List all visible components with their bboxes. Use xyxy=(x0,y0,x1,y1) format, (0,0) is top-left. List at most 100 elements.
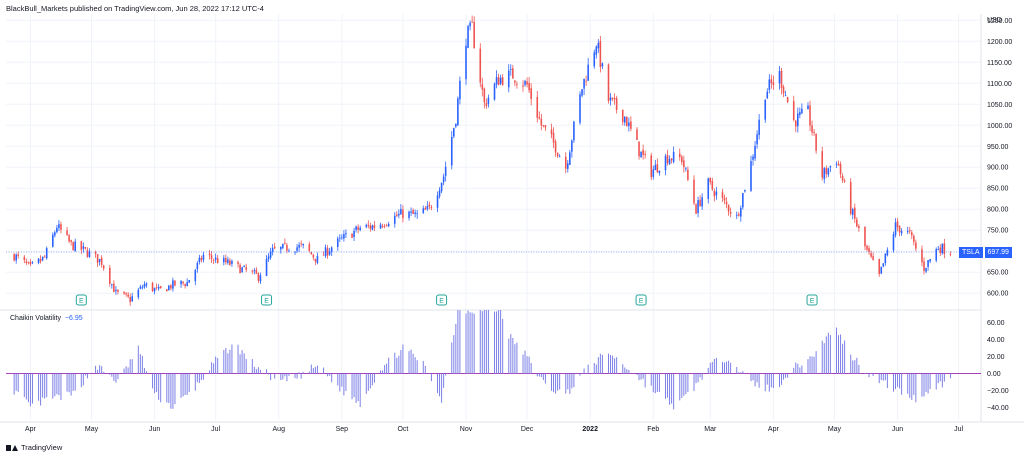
candle-down[interactable] xyxy=(483,88,486,103)
candle-up[interactable] xyxy=(137,289,140,298)
candle-down[interactable] xyxy=(94,252,97,254)
candle-down[interactable] xyxy=(514,80,516,83)
candle-down[interactable] xyxy=(780,70,783,88)
candle-down[interactable] xyxy=(129,297,131,303)
candle-up[interactable] xyxy=(214,257,217,260)
candle-down[interactable] xyxy=(471,21,473,23)
candle-down[interactable] xyxy=(402,209,404,219)
candle-up[interactable] xyxy=(658,170,661,174)
candle-up[interactable] xyxy=(440,182,443,192)
candle-down[interactable] xyxy=(237,261,239,264)
candle-down[interactable] xyxy=(212,260,215,261)
candle-down[interactable] xyxy=(273,246,276,249)
candle-up[interactable] xyxy=(45,248,48,259)
candle-down[interactable] xyxy=(25,261,28,263)
candle-down[interactable] xyxy=(923,261,925,271)
candle-up[interactable] xyxy=(365,224,368,228)
candle-up[interactable] xyxy=(701,197,703,207)
candle-down[interactable] xyxy=(125,293,127,295)
candle-up[interactable] xyxy=(579,94,581,123)
candle-up[interactable] xyxy=(628,122,630,127)
candle-up[interactable] xyxy=(929,259,931,262)
candle-up[interactable] xyxy=(937,249,940,250)
candle-down[interactable] xyxy=(727,204,730,212)
candle-down[interactable] xyxy=(721,192,724,198)
candle-down[interactable] xyxy=(66,230,68,235)
candle-up[interactable] xyxy=(884,253,887,264)
candle-up[interactable] xyxy=(510,69,512,70)
candle-up[interactable] xyxy=(597,42,600,49)
candle-up[interactable] xyxy=(587,64,589,81)
candle-down[interactable] xyxy=(102,265,105,269)
candle-up[interactable] xyxy=(784,95,787,97)
candle-up[interactable] xyxy=(359,227,361,231)
candle-up[interactable] xyxy=(222,257,225,263)
earnings-marker[interactable] xyxy=(75,294,87,306)
candle-up[interactable] xyxy=(341,237,343,239)
candle-down[interactable] xyxy=(813,131,815,133)
candle-up[interactable] xyxy=(41,256,44,261)
candle-up[interactable] xyxy=(507,70,510,88)
candle-down[interactable] xyxy=(257,273,260,281)
candle-down[interactable] xyxy=(650,155,653,178)
candle-down[interactable] xyxy=(638,141,640,157)
candle-up[interactable] xyxy=(835,163,838,165)
candle-up[interactable] xyxy=(807,105,809,110)
candle-up[interactable] xyxy=(131,296,134,302)
candle-up[interactable] xyxy=(302,243,304,246)
candle-up[interactable] xyxy=(685,168,687,170)
candle-up[interactable] xyxy=(141,287,144,289)
candle-down[interactable] xyxy=(794,120,797,127)
candle-down[interactable] xyxy=(430,207,433,209)
candle-up[interactable] xyxy=(353,230,355,237)
candle-up[interactable] xyxy=(58,224,60,229)
candle-up[interactable] xyxy=(198,257,201,263)
candle-up[interactable] xyxy=(927,260,929,267)
candle-down[interactable] xyxy=(96,253,99,263)
candle-down[interactable] xyxy=(540,118,543,126)
candle-up[interactable] xyxy=(339,237,341,239)
candle-down[interactable] xyxy=(312,254,315,258)
candle-down[interactable] xyxy=(680,156,683,163)
candle-down[interactable] xyxy=(870,253,872,257)
candle-down[interactable] xyxy=(314,258,317,262)
candle-up[interactable] xyxy=(98,259,101,262)
candle-down[interactable] xyxy=(599,40,602,68)
candle-up[interactable] xyxy=(371,225,374,230)
candle-up[interactable] xyxy=(900,230,903,234)
candle-up[interactable] xyxy=(442,176,445,183)
candle-up[interactable] xyxy=(882,263,885,267)
candle-up[interactable] xyxy=(82,246,85,249)
candle-up[interactable] xyxy=(664,156,667,171)
candle-down[interactable] xyxy=(351,233,353,238)
candle-down[interactable] xyxy=(29,261,32,264)
candle-down[interactable] xyxy=(666,154,669,164)
candle-down[interactable] xyxy=(772,82,775,85)
candle-down[interactable] xyxy=(300,243,302,245)
candle-down[interactable] xyxy=(695,204,697,214)
candle-down[interactable] xyxy=(39,259,42,262)
candle-down[interactable] xyxy=(554,141,557,153)
candle-down[interactable] xyxy=(837,163,840,166)
candle-up[interactable] xyxy=(457,98,459,126)
candle-down[interactable] xyxy=(693,179,695,204)
candle-up[interactable] xyxy=(15,254,17,261)
candle-up[interactable] xyxy=(186,282,188,287)
candle-down[interactable] xyxy=(381,226,384,227)
candle-down[interactable] xyxy=(670,158,673,161)
candle-down[interactable] xyxy=(516,83,518,85)
candle-down[interactable] xyxy=(216,258,219,264)
candle-down[interactable] xyxy=(170,285,172,289)
candle-up[interactable] xyxy=(296,247,298,251)
candle-down[interactable] xyxy=(184,284,186,287)
candle-up[interactable] xyxy=(652,169,655,177)
candle-down[interactable] xyxy=(412,209,414,214)
candle-down[interactable] xyxy=(13,254,15,261)
candle-down[interactable] xyxy=(636,129,638,140)
candle-down[interactable] xyxy=(473,22,475,49)
candle-down[interactable] xyxy=(536,97,539,118)
candle-up[interactable] xyxy=(558,156,561,158)
candle-up[interactable] xyxy=(880,266,883,274)
tradingview-logo[interactable]: TradingView xyxy=(6,443,62,452)
candle-up[interactable] xyxy=(336,238,339,247)
